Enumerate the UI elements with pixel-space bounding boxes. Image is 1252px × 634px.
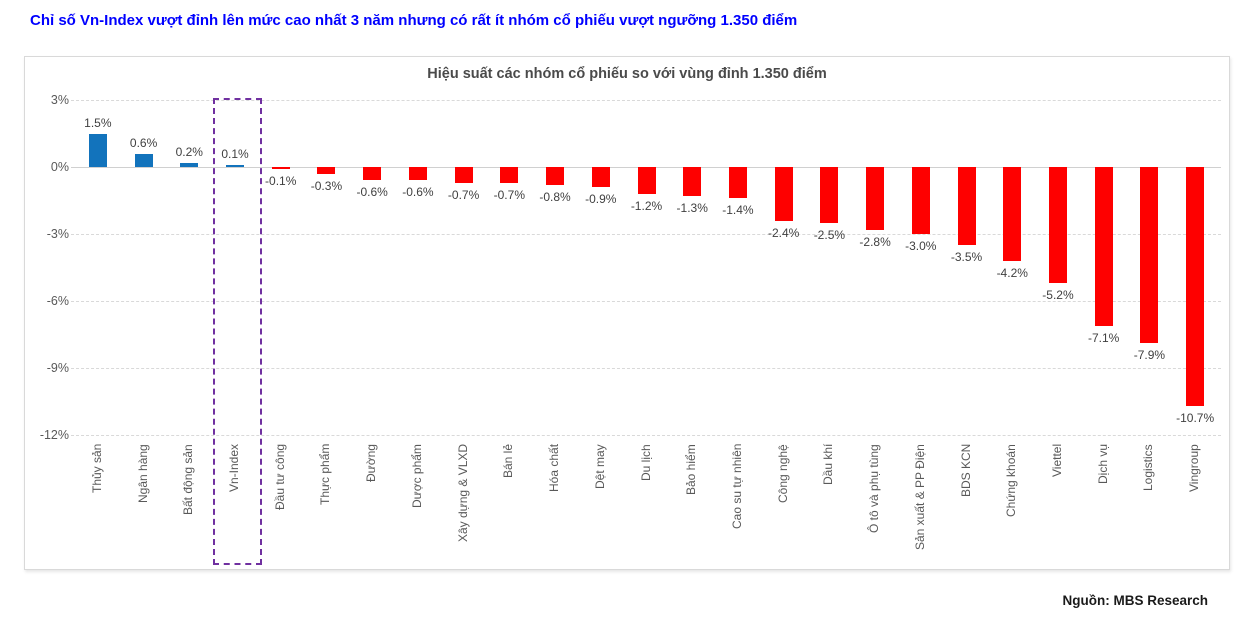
category-label: Hóa chất xyxy=(547,444,562,493)
plot-area: 3% 0% -3% -6% -9% -12% 1.5% Thủy sản 0.6% Ngân hà… xyxy=(25,57,1229,569)
category-label: Viettel xyxy=(1049,444,1064,478)
category-label: Xây dựng & VLXD xyxy=(455,444,470,543)
category-label: BDS KCN xyxy=(958,444,973,498)
value-label: -7.9% xyxy=(1133,348,1166,363)
value-label: -0.6% xyxy=(356,185,388,200)
category-label: Ô tô và phụ tùng xyxy=(867,444,882,533)
gridline xyxy=(71,301,1221,302)
bar-vingroup xyxy=(1186,167,1205,406)
value-label: -0.1% xyxy=(265,174,297,189)
bar-d-u-kh- xyxy=(820,167,839,223)
page-title: Chỉ số Vn-Index vượt đỉnh lên mức cao nh… xyxy=(30,12,798,29)
y-axis-tick: 0% xyxy=(50,160,69,174)
bar-s-n-xu-t-pp-i-n xyxy=(911,167,930,234)
vnindex-highlight-box xyxy=(212,98,262,565)
bar-viettel xyxy=(1048,167,1067,284)
chart-card: Hiệu suất các nhóm cổ phiếu so với vùng … xyxy=(24,56,1230,570)
bar-th-y-s-n xyxy=(88,133,107,167)
bar-b-t-ng-s-n xyxy=(180,162,199,167)
bar-d-t-may xyxy=(591,167,610,188)
value-label: -2.8% xyxy=(859,234,891,249)
bar-logistics xyxy=(1140,167,1159,344)
bar-vn-index xyxy=(226,164,245,167)
category-label: Vn-Index xyxy=(227,444,242,493)
gridline xyxy=(71,234,1221,235)
value-label: 1.5% xyxy=(84,115,112,130)
bar-ch-ng-kho-n xyxy=(1003,167,1022,261)
category-label: Du lịch xyxy=(638,444,653,481)
value-label: -0.7% xyxy=(493,187,525,202)
y-axis-tick: -3% xyxy=(46,227,69,241)
bar-h-a-ch-t xyxy=(546,167,565,185)
value-label: -1.3% xyxy=(676,201,708,216)
value-label: -5.2% xyxy=(1042,288,1074,303)
category-label: Dệt may xyxy=(592,444,607,489)
category-label: Dầu khí xyxy=(821,444,836,486)
bar-d-ch-v- xyxy=(1094,167,1113,326)
bar-b-n-l- xyxy=(500,167,519,183)
y-axis-tick: -9% xyxy=(46,361,69,375)
value-label: -10.7% xyxy=(1176,410,1215,425)
value-label: -2.5% xyxy=(813,227,846,242)
bar-c-ng-ngh- xyxy=(774,167,793,221)
gridline xyxy=(71,100,1221,101)
bar--ng xyxy=(363,167,382,181)
chart-title: Hiệu suất các nhóm cổ phiếu so với vùng … xyxy=(427,66,827,82)
value-label: -1.4% xyxy=(722,203,754,218)
y-axis-tick: -12% xyxy=(39,428,69,442)
category-label: Logistics xyxy=(1141,444,1156,491)
bar-du-l-ch xyxy=(637,167,656,194)
gridline xyxy=(71,368,1221,369)
value-label: -2.4% xyxy=(767,225,800,240)
category-label: Cao su tự nhiên xyxy=(729,444,744,530)
bar-cao-su-t-nhi-n xyxy=(728,167,747,199)
value-label: -7.1% xyxy=(1088,330,1120,345)
category-label: Ngân hàng xyxy=(135,444,150,503)
bar-d-c-ph-m xyxy=(408,167,427,181)
category-label: Công nghệ xyxy=(775,444,790,503)
value-label: -3.5% xyxy=(950,250,983,265)
category-label: Thủy sản xyxy=(89,444,104,494)
category-label: Sản xuất & PP Điện xyxy=(912,444,927,550)
bar--t-v-ph-t-ng xyxy=(866,167,885,230)
category-label: Vingroup xyxy=(1187,444,1202,492)
value-label: -0.8% xyxy=(539,189,571,204)
category-label: Đầu tư công xyxy=(272,444,287,511)
y-axis-tick: 3% xyxy=(50,93,69,107)
value-label: -1.2% xyxy=(630,198,663,213)
category-label: Dịch vụ xyxy=(1095,444,1110,485)
bar-ng-n-h-ng xyxy=(134,153,153,167)
value-label: -0.7% xyxy=(447,187,480,202)
value-label: -4.2% xyxy=(996,265,1028,280)
value-label: 0.2% xyxy=(175,144,203,159)
category-label: Bảo hiểm xyxy=(684,444,699,495)
bar-bds-kcn xyxy=(957,167,976,246)
y-axis-tick: -6% xyxy=(46,294,69,308)
value-label: -0.3% xyxy=(310,178,343,193)
category-label: Thực phẩm xyxy=(318,444,333,506)
source-label: Nguồn: MBS Research xyxy=(1062,593,1208,608)
value-label: -3.0% xyxy=(905,239,937,253)
category-label: Chứng khoán xyxy=(1004,444,1019,517)
value-label: -0.6% xyxy=(402,185,434,200)
category-label: Dược phẩm xyxy=(409,444,424,508)
bar-b-o-hi-m xyxy=(683,167,702,197)
bar-x-y-d-ng-vlxd xyxy=(454,167,473,183)
value-label: 0.1% xyxy=(221,146,249,161)
bar-th-c-ph-m xyxy=(317,167,336,174)
bar--u-t-c-ng xyxy=(271,167,290,170)
category-label: Bán lẻ xyxy=(501,444,516,479)
value-label: -0.9% xyxy=(585,192,617,207)
category-label: Bất động sản xyxy=(181,444,196,515)
category-label: Đường xyxy=(364,444,379,482)
gridline xyxy=(71,435,1221,436)
value-label: 0.6% xyxy=(129,135,158,150)
